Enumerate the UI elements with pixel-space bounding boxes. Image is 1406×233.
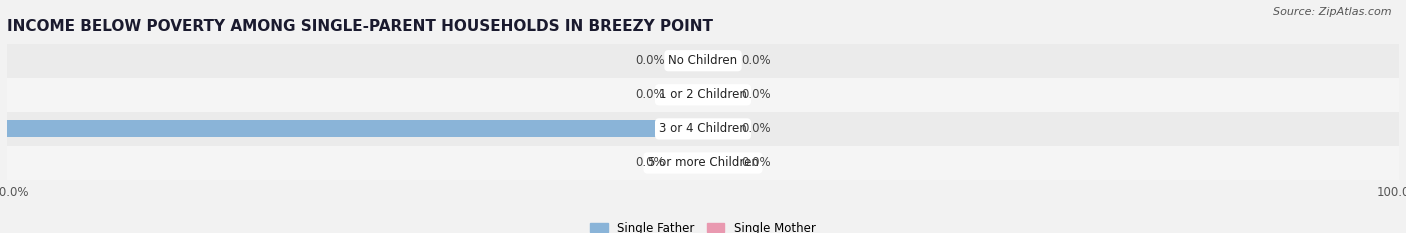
Text: 0.0%: 0.0% — [636, 88, 665, 101]
Bar — [675, 86, 703, 103]
Bar — [675, 154, 703, 171]
Text: 0.0%: 0.0% — [636, 54, 665, 67]
Text: 5 or more Children: 5 or more Children — [648, 157, 758, 169]
Bar — [7, 146, 1399, 180]
Legend: Single Father, Single Mother: Single Father, Single Mother — [591, 222, 815, 233]
Text: No Children: No Children — [668, 54, 738, 67]
Text: 0.0%: 0.0% — [636, 157, 665, 169]
Bar — [7, 120, 703, 137]
Text: INCOME BELOW POVERTY AMONG SINGLE-PARENT HOUSEHOLDS IN BREEZY POINT: INCOME BELOW POVERTY AMONG SINGLE-PARENT… — [7, 19, 713, 34]
Text: 0.0%: 0.0% — [741, 157, 770, 169]
Bar — [7, 112, 1399, 146]
Text: 1 or 2 Children: 1 or 2 Children — [659, 88, 747, 101]
Bar — [703, 86, 731, 103]
Bar — [703, 154, 731, 171]
Bar — [675, 52, 703, 69]
Text: 0.0%: 0.0% — [741, 122, 770, 135]
Text: 3 or 4 Children: 3 or 4 Children — [659, 122, 747, 135]
Text: Source: ZipAtlas.com: Source: ZipAtlas.com — [1274, 7, 1392, 17]
Bar — [703, 52, 731, 69]
Text: 0.0%: 0.0% — [741, 88, 770, 101]
Bar — [7, 44, 1399, 78]
Text: 0.0%: 0.0% — [741, 54, 770, 67]
Bar — [7, 78, 1399, 112]
Bar — [703, 120, 731, 137]
